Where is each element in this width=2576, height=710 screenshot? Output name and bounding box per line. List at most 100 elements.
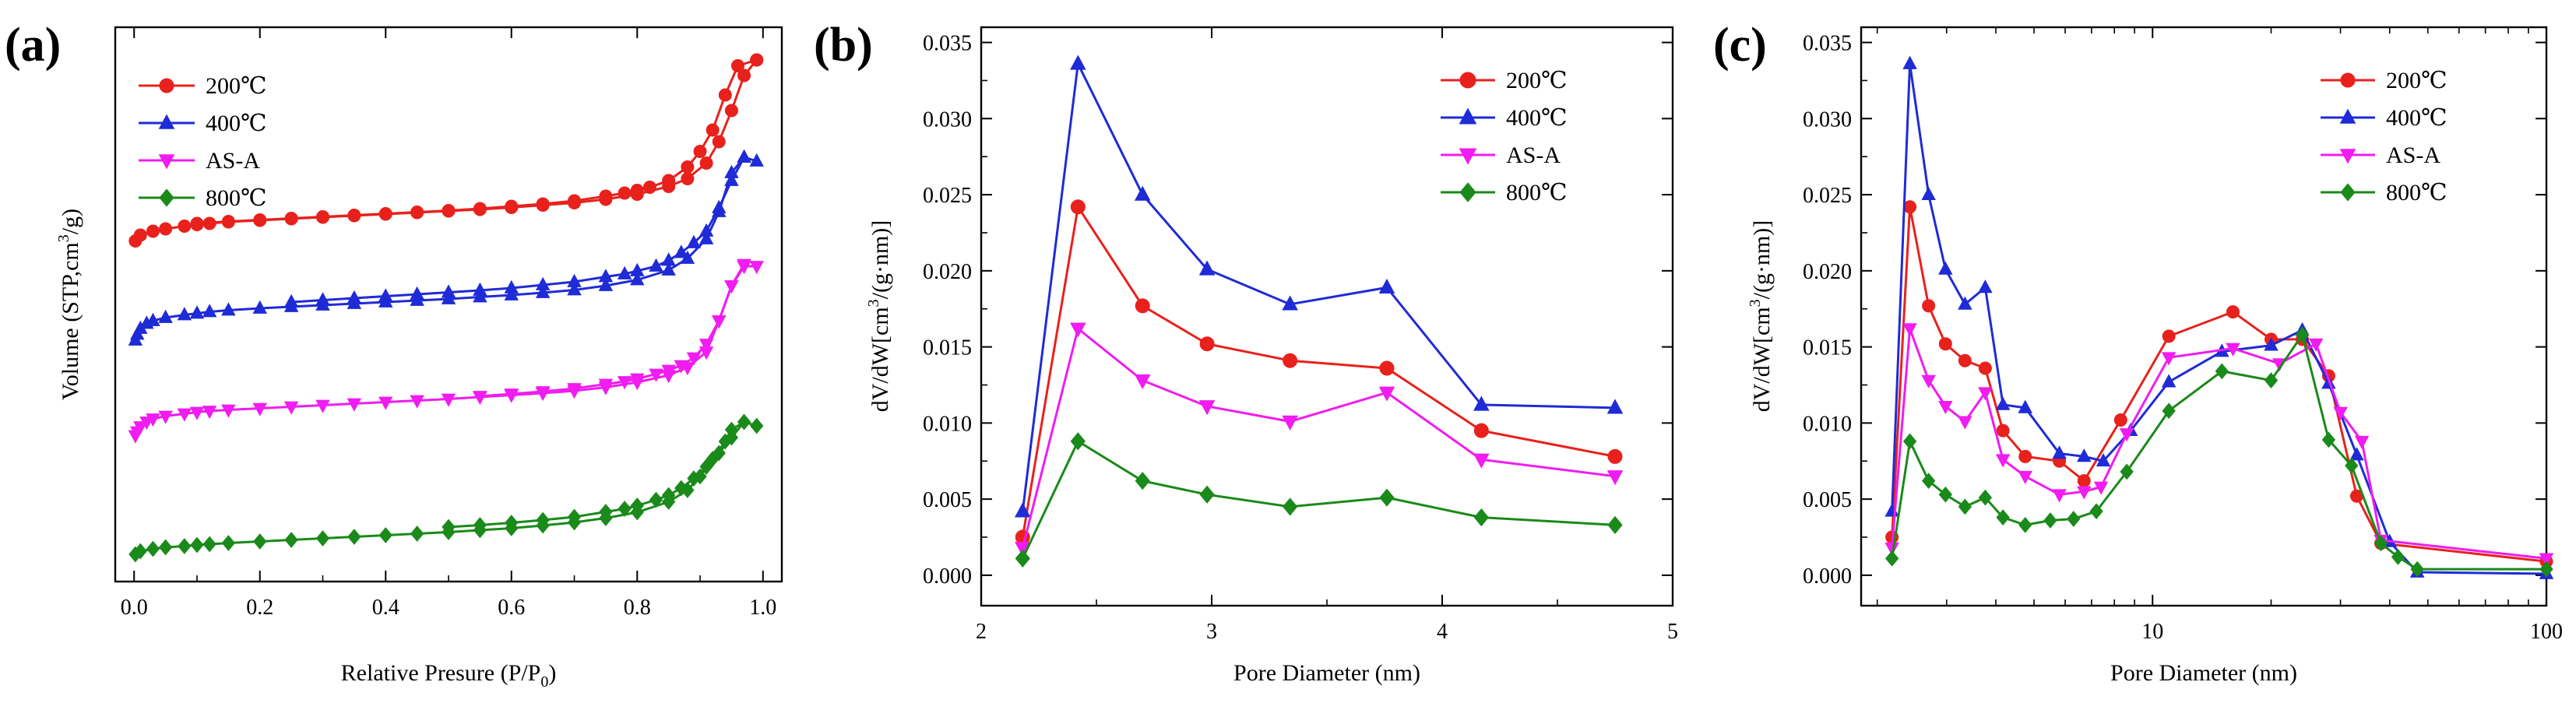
panel-c-point-as-a-curve (1938, 400, 1953, 415)
panel-a-point-as-a-desorption (649, 368, 663, 382)
panel-c-ticks (1861, 27, 2547, 606)
panel-c-y-axis-label-superscript: 3 (1747, 299, 1764, 307)
panel-c-point-400c-curve (2264, 337, 2279, 351)
panel-a-point-200c-adsorption (178, 220, 192, 233)
panel-a-x-axis-label: Relative Presure (P/P0) (341, 660, 557, 691)
panel-a-point-200c-desorption (662, 174, 676, 188)
panel-c-point-200c-curve (2018, 449, 2032, 463)
panel-c-point-as-a-curve (2333, 406, 2348, 420)
panel-a-y-axis-label-superscript: 3 (55, 234, 72, 242)
panel-a-x-tick-label: 0.0 (121, 596, 148, 620)
panel-c-point-as-a-curve (1902, 323, 1917, 337)
panel-c-legend-label-800c: 800℃ (2386, 180, 2448, 206)
panel-c-point-400c-curve (2096, 452, 2111, 467)
panel-b-series-400c (1014, 54, 1624, 518)
panel-a-point-800c-desorption (724, 429, 739, 446)
panel-c-point-200c-curve (2077, 474, 2091, 488)
panel-a-point-200c-desorption (442, 204, 456, 217)
panel-b-legend-marker-800c (1459, 182, 1476, 202)
panel-a: (a) 0.0 0.2 0.4 0.6 0.8 1.0 200℃400℃AS-A800℃ … (5, 19, 783, 691)
panel-c-point-as-a-curve (2226, 343, 2240, 357)
panel-a-point-400c-desorption (674, 244, 689, 258)
panel-a-point-as-a-adsorption (749, 261, 764, 275)
panel-a-point-200c-desorption (730, 59, 744, 72)
panel-b-y-tick-label: 0.015 (923, 336, 972, 360)
panel-c-y-axis-label-tail: /(g·nm)] (1749, 220, 1775, 300)
panel-b-legend-entry-800c: 800℃ (1441, 180, 1568, 206)
panel-b-point-800c-curve (1379, 488, 1395, 507)
panel-a-x-axis-label-tail: ) (548, 660, 556, 686)
panel-c-point-as-a-curve (2093, 481, 2109, 495)
panel-a-point-400c-adsorption (441, 290, 456, 304)
panel-c-point-as-a-curve (1884, 542, 1899, 556)
panel-b-y-tick-label: 0.020 (923, 260, 972, 284)
panel-a-point-as-a-adsorption (410, 395, 424, 409)
panel-a-point-200c-adsorption (681, 172, 695, 185)
panel-c-point-200c-curve (2226, 305, 2240, 319)
panel-b-point-200c-curve (1070, 199, 1086, 215)
panel-b-point-800c-curve (1135, 472, 1150, 490)
panel-b-legend-entry-as-a: AS-A (1441, 142, 1561, 168)
panel-c-point-as-a-curve (1921, 374, 1936, 388)
panel-a-legend-marker-200c (159, 78, 174, 93)
panel-b-series-800c (1015, 432, 1623, 568)
panel-a-point-800c-adsorption (284, 532, 298, 548)
panel-b-series-200c (1015, 199, 1623, 545)
panel-b-point-as-a-curve (1134, 374, 1151, 390)
panel-a-y-axis-label-main: Volume (STP,cm (58, 242, 83, 400)
panel-b-tick-labels: 2 3 4 5 0.000 0.005 0.010 0.015 0.020 0.025 0.030 0… (923, 32, 1678, 644)
panel-a-x-tick-label: 0.6 (498, 596, 525, 620)
panel-a-point-800c-adsorption (347, 529, 361, 545)
panel-c-plot-frame (1860, 26, 2548, 607)
panel-a-point-800c-desorption (737, 413, 751, 431)
panel-c-legend-entry-800c: 800℃ (2321, 180, 2448, 206)
panel-c-point-800c-curve (1902, 433, 1917, 450)
panel-c-point-800c-curve (1996, 509, 2010, 525)
panel-a-point-800c-desorption (505, 515, 519, 531)
panel-a-point-200c-desorption (750, 53, 764, 67)
panel-b-line-as-a-curve (1021, 326, 1616, 549)
panel-b-line-200c-curve (1021, 203, 1616, 538)
panel-c-point-200c-curve (1958, 353, 1972, 367)
panel-a-point-400c-adsorption (202, 304, 217, 318)
panel-b-y-tick-label: 0.005 (923, 488, 972, 512)
panel-b-x-tick-label: 5 (1667, 620, 1678, 644)
panel-b-point-800c-curve (1199, 485, 1215, 504)
panel-c-label: (c) (1713, 19, 1767, 72)
panel-a-point-as-a-adsorption (158, 410, 173, 424)
panel-a-x-tick-labels: 0.0 0.2 0.4 0.6 0.8 1.0 (121, 596, 777, 620)
panel-b-y-axis-label-tail: /(g·nm)] (867, 220, 893, 300)
panel-a-point-200c-desorption (253, 213, 267, 227)
panel-b-ticks (980, 27, 1673, 606)
panel-b-point-400c-curve (1378, 278, 1395, 294)
panel-b-y-tick-label: 0.000 (923, 564, 972, 589)
panel-a-point-800c-adsorption (410, 525, 424, 542)
panel-a-point-as-a-adsorption (378, 396, 393, 410)
panel-b-point-as-a-curve (1070, 322, 1086, 338)
panel-a-line-800c-desorption (448, 421, 745, 529)
panel-c-legend-entry-400c: 400℃ (2321, 105, 2448, 131)
panel-a-legend-entry-400c: 400℃ (139, 111, 267, 136)
panel-a-point-200c-desorption (568, 194, 582, 208)
panel-c-series-layer (1884, 55, 2554, 579)
panel-b-legend-label-800c: 800℃ (1506, 180, 1568, 206)
panel-c-legend-label-400c: 400℃ (2386, 105, 2448, 131)
panel-a-point-800c-desorption (599, 504, 613, 520)
panel-a-point-200c-adsorption (159, 222, 173, 236)
panel-a-point-as-a-desorption (699, 339, 714, 353)
panel-c-point-400c-curve (1978, 279, 1993, 293)
panel-b-point-200c-curve (1607, 448, 1623, 464)
panel-b-y-tick-label: 0.035 (923, 32, 972, 56)
panel-a-point-as-a-adsorption (177, 408, 192, 422)
panel-c-point-as-a-curve (2161, 352, 2177, 366)
panel-c-point-400c-curve (1938, 261, 1953, 275)
panel-c-point-800c-curve (2374, 535, 2388, 552)
panel-c-legend-label-as-a: AS-A (2386, 142, 2441, 168)
panel-c-series-400c (1884, 55, 2554, 579)
panel-c-line-800c-curve (1891, 332, 2546, 571)
panel-a-point-800c-desorption (618, 501, 632, 517)
panel-b-series-as-a (1014, 322, 1624, 557)
panel-a-point-as-a-desorption (661, 364, 676, 378)
panel-c-point-as-a-curve (2308, 338, 2324, 352)
panel-a-point-200c-desorption (221, 215, 235, 228)
